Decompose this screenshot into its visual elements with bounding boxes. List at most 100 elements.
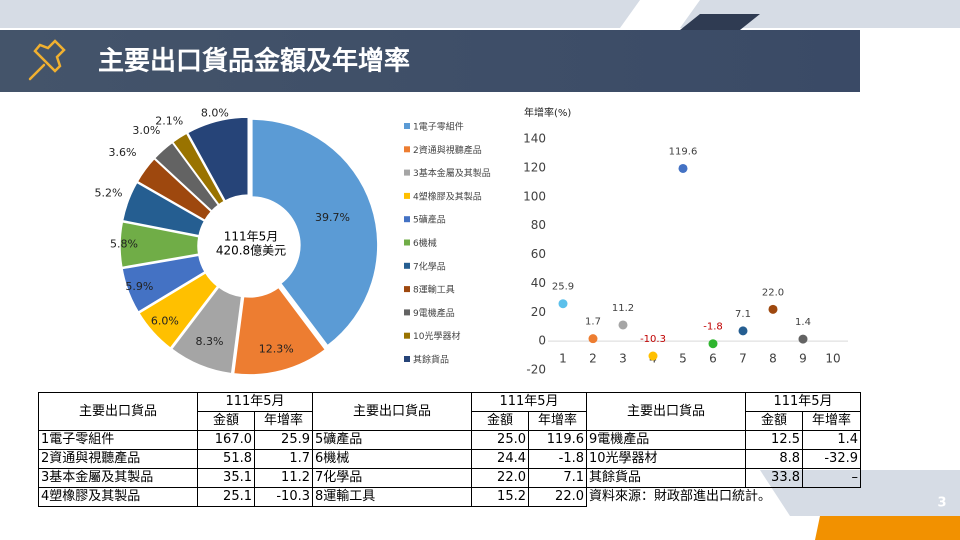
legend-label: 9電機產品 — [413, 307, 455, 319]
point-label: 1.7 — [585, 317, 601, 328]
cell-number: 1.4 — [802, 430, 861, 450]
period-header: 111年5月 — [745, 392, 861, 412]
scatter-point — [798, 334, 808, 344]
cell-number: 33.8 — [745, 468, 803, 488]
cell-number: 7.1 — [528, 468, 587, 488]
legend-label: 6機械 — [413, 237, 437, 249]
slice-label: 8.0% — [201, 106, 229, 119]
page-number: 3 — [937, 496, 946, 511]
pie-slice — [121, 254, 207, 314]
pie-slice — [186, 116, 250, 203]
cell-number: 22.0 — [528, 487, 587, 507]
x-tick-label: 9 — [799, 352, 807, 366]
cell-name: 5礦產品 — [312, 430, 472, 450]
column-header: 主要出口貨品 — [38, 392, 198, 431]
cell-number: 167.0 — [197, 430, 255, 450]
cell-number: 25.9 — [254, 430, 313, 450]
scatter-point — [588, 334, 598, 344]
cell-name: 9電機產品 — [586, 430, 746, 450]
legend-label: 其餘貨品 — [413, 354, 449, 366]
slice-label: 5.8% — [110, 238, 138, 251]
legend-swatch — [404, 356, 410, 362]
column-header: 年增率 — [254, 411, 313, 431]
cell-number: 22.0 — [471, 468, 529, 488]
cell-number: 119.6 — [528, 430, 587, 450]
x-tick-label: 10 — [825, 352, 840, 366]
legend-swatch — [404, 169, 410, 176]
cell-number: -10.3 — [254, 487, 313, 507]
slice-label: 5.2% — [94, 187, 122, 200]
title-bar — [0, 30, 860, 92]
scatter-point — [678, 163, 688, 173]
x-tick-label: 7 — [739, 352, 747, 366]
cell-number: 15.2 — [471, 487, 529, 507]
point-label: 22.0 — [762, 287, 784, 298]
cell-number: 35.1 — [197, 468, 255, 488]
data-row: 3基本金屬及其製品 35.1 11.2 7化學品 22.0 7.1 其餘貨品 33.8– — [38, 468, 861, 488]
x-tick-label: 8 — [769, 352, 777, 366]
y-tick-label: 140 — [523, 132, 546, 146]
column-header: 年增率 — [802, 411, 861, 431]
pie-slice — [119, 220, 200, 269]
legend-swatch — [404, 309, 410, 316]
y-axis-title: 年增率(%) — [524, 106, 571, 119]
column-header: 金額 — [197, 411, 255, 431]
pie-slice — [170, 285, 243, 375]
pie-slice — [171, 132, 226, 206]
x-tick-label: 1 — [559, 352, 567, 366]
legend-swatch — [404, 123, 410, 129]
cell-name: 8運輸工具 — [312, 487, 472, 507]
y-tick-label: 80 — [531, 218, 546, 232]
legend-swatch — [404, 286, 410, 293]
y-tick-label: 0 — [538, 334, 546, 348]
legend-swatch — [404, 239, 410, 246]
band-accent — [680, 14, 760, 30]
x-tick-label: 5 — [679, 352, 687, 366]
center-label: 420.8億美元 — [216, 244, 286, 258]
column-header: 主要出口貨品 — [586, 392, 746, 431]
legend-swatch — [404, 332, 410, 339]
scatter-point — [558, 299, 568, 309]
scatter-point — [768, 304, 778, 314]
cell-name: 6機械 — [312, 449, 472, 469]
cell-number: – — [802, 468, 861, 488]
pie-slice — [121, 181, 206, 237]
x-tick-label: 3 — [619, 352, 627, 366]
y-tick-label: 20 — [531, 305, 546, 319]
legend-label: 1電子零組件 — [413, 121, 464, 133]
pie-slice — [251, 118, 379, 347]
column-header: 年增率 — [528, 411, 587, 431]
band-cut — [620, 0, 700, 28]
slice-label: 3.0% — [132, 124, 160, 137]
point-label: 7.1 — [735, 309, 751, 320]
point-label: -1.8 — [703, 322, 723, 333]
pin-icon — [28, 39, 66, 81]
legend-label: 10光學器材 — [413, 330, 460, 342]
point-label: 1.4 — [795, 317, 811, 328]
point-label: -10.3 — [640, 334, 666, 345]
data-table: 主要出口貨品 111年5月 主要出口貨品 111年5月 主要出口貨品 111年5月 金額 年增… — [38, 392, 861, 507]
header-row: 主要出口貨品 111年5月 主要出口貨品 111年5月 主要出口貨品 111年5月 — [38, 392, 861, 431]
slide-title: 主要出口貨品金額及年增率 — [98, 46, 410, 77]
slice-label: 3.6% — [109, 146, 137, 159]
legend-label: 7化學品 — [413, 260, 446, 272]
cell-name: 1電子零組件 — [38, 430, 198, 450]
cell-name: 2資通與視聽產品 — [38, 449, 198, 469]
scatter-point — [648, 351, 658, 361]
center-label: 111年5月 — [224, 230, 279, 244]
cell-number: 24.4 — [471, 449, 529, 469]
cell-number: -1.8 — [528, 449, 587, 469]
data-row: 4塑橡膠及其製品 25.1 -10.3 8運輸工具 15.2 22.0 資料來源：財政部進出… — [38, 487, 861, 507]
cell-number: 11.2 — [254, 468, 313, 488]
cell-name: 3基本金屬及其製品 — [38, 468, 198, 488]
footer-bar — [815, 516, 960, 540]
legend-swatch — [404, 192, 410, 199]
source-note: 資料來源：財政部進出口統計。 — [586, 487, 861, 507]
period-header: 111年5月 — [471, 392, 587, 412]
y-tick-label: 40 — [531, 276, 546, 290]
scatter-point — [618, 320, 628, 330]
y-tick-label: 100 — [523, 189, 546, 203]
point-label: 119.6 — [669, 146, 698, 157]
cell-number: 25.0 — [471, 430, 529, 450]
